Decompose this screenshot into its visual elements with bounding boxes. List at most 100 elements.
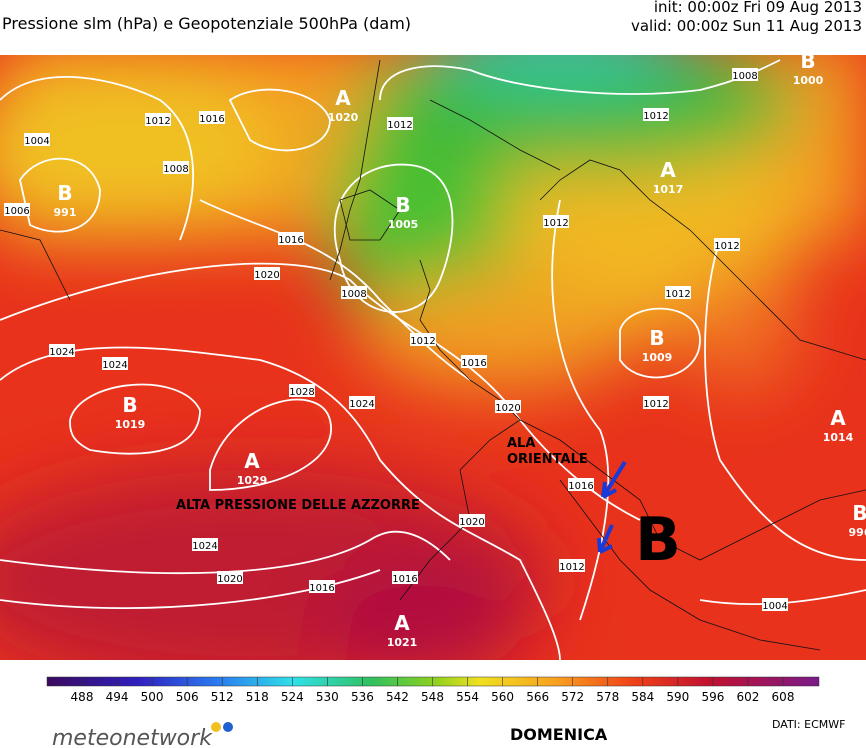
isobar-label-box bbox=[665, 286, 691, 299]
center-value: 1021 bbox=[387, 636, 418, 649]
colorbar-tick-label: 536 bbox=[351, 690, 374, 704]
annotation: ALTA PRESSIONE DELLE AZZORRE bbox=[176, 498, 420, 513]
isobar-label: 1028 bbox=[289, 387, 314, 398]
colorbar-tick-label: 512 bbox=[211, 690, 234, 704]
center-value: 1020 bbox=[328, 111, 359, 124]
colorbar-tick-label: 554 bbox=[456, 690, 479, 704]
center-letter: A bbox=[830, 406, 846, 430]
center-letter: B bbox=[852, 501, 866, 525]
isobar-label-box bbox=[410, 333, 436, 346]
isobar-label-box bbox=[568, 478, 594, 491]
isobar-label: 1012 bbox=[145, 116, 170, 127]
colorbar-tick-label: 494 bbox=[106, 690, 129, 704]
isobar-label: 1004 bbox=[24, 136, 49, 147]
colorbar bbox=[46, 676, 820, 687]
isobar-label-box bbox=[387, 117, 413, 130]
colorbar-tick-label: 602 bbox=[736, 690, 759, 704]
isobar-label: 1012 bbox=[387, 120, 412, 131]
center-value: 996 bbox=[849, 526, 866, 539]
isobar-label-box bbox=[341, 286, 367, 299]
isobar-label: 1012 bbox=[714, 241, 739, 252]
isobar-label: 1024 bbox=[192, 541, 217, 552]
isobar-label: 1004 bbox=[762, 601, 787, 612]
isobar-label: 1012 bbox=[643, 399, 668, 410]
isobar-label-box bbox=[163, 161, 189, 174]
isobar-label: 1012 bbox=[543, 218, 568, 229]
isobar-label-box bbox=[495, 400, 521, 413]
isobar-label: 1008 bbox=[732, 71, 757, 82]
isobar-label: 1016 bbox=[278, 235, 303, 246]
isobar-label-box bbox=[643, 108, 669, 121]
map-title: Pressione slm (hPa) e Geopotenziale 500h… bbox=[2, 14, 412, 33]
colorbar-tick-label: 572 bbox=[561, 690, 584, 704]
isobar-label: 1016 bbox=[568, 481, 593, 492]
low-marker: B bbox=[635, 505, 681, 575]
isobar-label: 1016 bbox=[392, 574, 417, 585]
center-letter: B bbox=[649, 326, 664, 350]
isobar-label: 1024 bbox=[49, 347, 74, 358]
isobar-label: 1016 bbox=[199, 114, 224, 125]
isobar-label-box bbox=[192, 538, 218, 551]
colorbar-tick-label: 608 bbox=[772, 690, 795, 704]
isobar-label-box bbox=[543, 215, 569, 228]
colorbar-tick-label: 596 bbox=[701, 690, 724, 704]
isobar-label-box bbox=[349, 396, 375, 409]
center-letter: A bbox=[244, 449, 260, 473]
isobar-label-box bbox=[714, 238, 740, 251]
isobar-label-box bbox=[461, 355, 487, 368]
colorbar-tick-label: 524 bbox=[281, 690, 304, 704]
colorbar-tick-label: 488 bbox=[71, 690, 94, 704]
source-label: DATI: ECMWF bbox=[772, 718, 845, 731]
isobar-label: 1012 bbox=[410, 336, 435, 347]
center-value: 1029 bbox=[237, 474, 268, 487]
isobar-label: 1020 bbox=[495, 403, 520, 414]
isobar-label: 1016 bbox=[461, 358, 486, 369]
colorbar-tick-label: 584 bbox=[631, 690, 654, 704]
isobar-label: 1012 bbox=[665, 289, 690, 300]
isobar-label-box bbox=[643, 396, 669, 409]
valid-time: valid: 00:00z Sun 11 Aug 2013 bbox=[630, 17, 862, 35]
isobar-label-box bbox=[459, 514, 485, 527]
isobar-label-box bbox=[49, 344, 75, 357]
isobar-label: 1012 bbox=[643, 111, 668, 122]
center-letter: A bbox=[335, 86, 351, 110]
colorbar-tick-label: 548 bbox=[421, 690, 444, 704]
colorbar-tick-label: 590 bbox=[666, 690, 689, 704]
isobar-label: 1020 bbox=[459, 517, 484, 528]
isobar-label-box bbox=[254, 267, 280, 280]
center-letter: B bbox=[800, 49, 815, 73]
isobar-label-box bbox=[145, 113, 171, 126]
colorbar-tick-label: 500 bbox=[141, 690, 164, 704]
center-value: 1019 bbox=[115, 418, 146, 431]
center-value: 1000 bbox=[793, 74, 824, 87]
isobar-label-box bbox=[762, 598, 788, 611]
center-letter: A bbox=[394, 611, 410, 635]
isobar-label-box bbox=[4, 203, 30, 216]
colorbar-tick-label: 530 bbox=[316, 690, 339, 704]
isobar-label: 1008 bbox=[341, 289, 366, 300]
isobar-label: 1006 bbox=[4, 206, 29, 217]
isobar-label-box bbox=[278, 232, 304, 245]
isobar-label-box bbox=[392, 571, 418, 584]
isobar-label: 1008 bbox=[163, 164, 188, 175]
colorbar-tick-label: 506 bbox=[176, 690, 199, 704]
center-value: 1014 bbox=[823, 431, 854, 444]
isobar-label: 1016 bbox=[309, 583, 334, 594]
field bbox=[0, 55, 866, 660]
isobar-label-box bbox=[309, 580, 335, 593]
colorbar-tick-label: 566 bbox=[526, 690, 549, 704]
logo: meteonetwork bbox=[52, 726, 213, 748]
isobar-label: 1012 bbox=[559, 562, 584, 573]
logo-dot bbox=[211, 722, 221, 732]
isobar-label-box bbox=[289, 384, 315, 397]
colorbar-tick-label: 518 bbox=[246, 690, 269, 704]
isobar-label: 1024 bbox=[102, 360, 127, 371]
isobar-label: 1020 bbox=[217, 574, 242, 585]
center-value: 1017 bbox=[653, 183, 684, 196]
center-letter: A bbox=[660, 158, 676, 182]
colorbar-tick-label: 560 bbox=[491, 690, 514, 704]
init-time: init: 00:00z Fri 09 Aug 2013 bbox=[653, 0, 862, 16]
center-letter: B bbox=[395, 193, 410, 217]
arrows bbox=[597, 460, 627, 554]
